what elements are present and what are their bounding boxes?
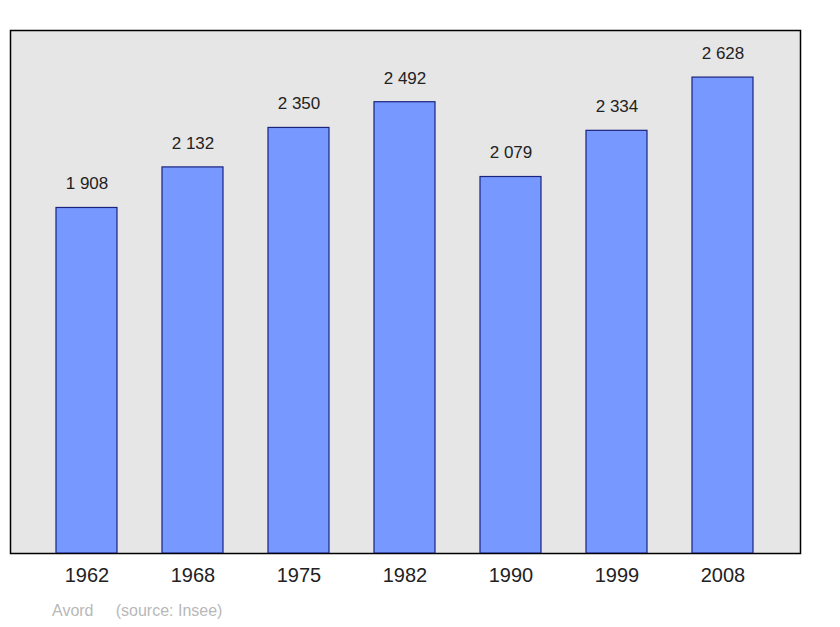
svg-text:2 079: 2 079 (490, 143, 533, 162)
svg-text:2 132: 2 132 (172, 134, 215, 153)
svg-text:2 492: 2 492 (384, 69, 427, 88)
svg-text:2008: 2008 (701, 564, 746, 586)
svg-text:1968: 1968 (171, 564, 216, 586)
svg-text:1982: 1982 (383, 564, 428, 586)
svg-text:1990: 1990 (489, 564, 534, 586)
svg-text:1962: 1962 (65, 564, 110, 586)
svg-text:1999: 1999 (595, 564, 640, 586)
html-text:Avord (source: Insee): Avord (source: Insee) (52, 602, 223, 619)
svg-text:1975: 1975 (277, 564, 322, 586)
svg-text:2 628: 2 628 (702, 44, 745, 63)
svg-text:2 334: 2 334 (596, 97, 639, 116)
svg-text:1 908: 1 908 (66, 174, 109, 193)
svg-text:2 350: 2 350 (278, 94, 321, 113)
